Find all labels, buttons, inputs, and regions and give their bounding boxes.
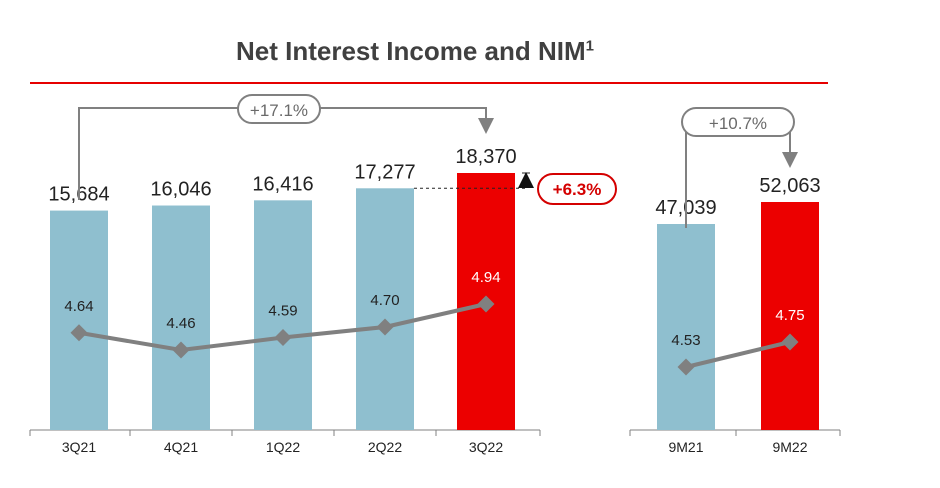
nim-line-9m	[685, 340, 791, 369]
nim-label-2Q22: 4.70	[370, 292, 399, 309]
bar-9M22	[761, 202, 819, 430]
nim-point-2Q22	[376, 318, 394, 336]
category-label-9M21: 9M21	[668, 439, 703, 455]
chart-title: Net Interest Income and NIM1	[0, 36, 830, 67]
bar-value-label-2Q22: 17,277	[354, 161, 415, 183]
category-label-4Q21: 4Q21	[164, 439, 198, 455]
bar-1Q22	[254, 200, 312, 430]
nim-point-4Q21	[172, 341, 190, 359]
chart-title-text: Net Interest Income and NIM	[236, 36, 586, 66]
nim-label-1Q22: 4.59	[268, 303, 297, 320]
category-label-1Q22: 1Q22	[266, 439, 300, 455]
nim-label-9M21: 4.53	[671, 332, 700, 349]
bar-value-label-9M22: 52,063	[759, 175, 820, 197]
nim-point-3Q22	[477, 295, 495, 313]
bar-3Q21	[50, 210, 108, 430]
growth-bracket-right	[320, 107, 494, 134]
nim-point-9M22	[781, 333, 799, 351]
growth-pill-9m	[681, 107, 795, 137]
category-label-3Q22: 3Q22	[469, 439, 503, 455]
bar-value-label-1Q22: 16,416	[252, 173, 313, 195]
title-divider	[30, 82, 828, 84]
category-label-9M22: 9M22	[772, 439, 807, 455]
nim-label-3Q21: 4.64	[64, 298, 93, 315]
growth-label-yoy: +17.1%	[250, 101, 308, 120]
nim-label-9M22: 4.75	[775, 307, 804, 324]
growth-pill-qoq	[537, 173, 617, 205]
growth-label-9m: +10.7%	[709, 114, 767, 133]
bar-value-label-3Q22: 18,370	[455, 146, 516, 168]
bar-9M21	[657, 224, 715, 430]
bar-value-label-4Q21: 16,046	[150, 179, 211, 201]
nim-label-4Q21: 4.46	[166, 315, 195, 332]
growth-bracket-left	[78, 107, 238, 200]
nim-point-3Q21	[70, 324, 88, 342]
title-footnote-marker: 1	[585, 37, 594, 55]
nim-point-9M21	[677, 358, 695, 376]
category-label-3Q21: 3Q21	[62, 439, 96, 455]
bar-4Q21	[152, 205, 210, 430]
growth-label-qoq: +6.3%	[553, 180, 602, 199]
nim-label-3Q22: 4.94	[471, 269, 500, 286]
nim-point-1Q22	[274, 329, 292, 347]
growth-pill-yoy	[237, 94, 321, 124]
category-label-2Q22: 2Q22	[368, 439, 402, 455]
bar-2Q22	[356, 188, 414, 430]
